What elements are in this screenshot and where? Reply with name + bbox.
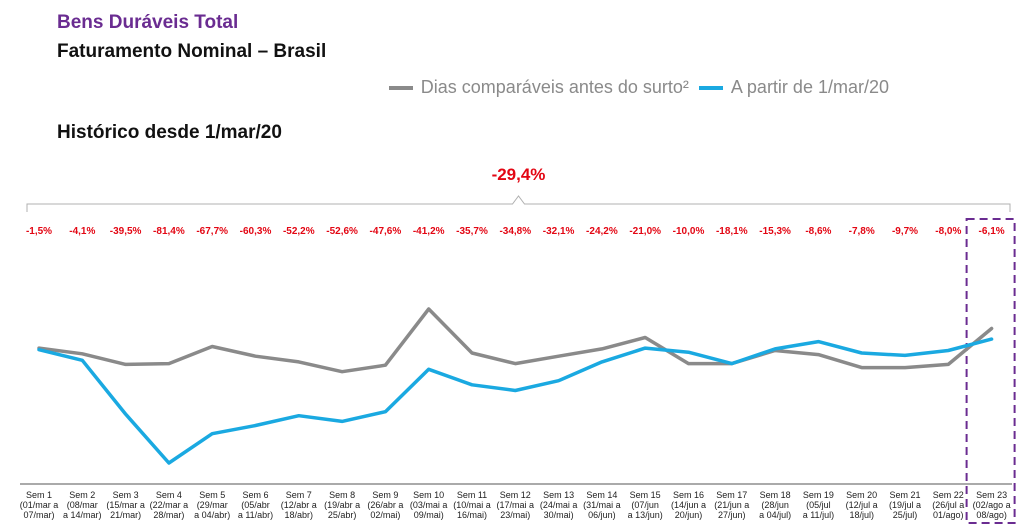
highlight-box: [965, 218, 1016, 524]
x-tick-labels: Sem 1 (01/mar a 07/mar)Sem 2 (08/mar a 14/ma…: [20, 490, 1011, 520]
x-tick-label: Sem 8 (19/abr a 25/abr): [324, 490, 360, 520]
x-tick-label: Sem 13 (24/mai a 30/mai): [540, 490, 578, 520]
x-tick-label: Sem 5 (29/mar a 04/abr): [194, 490, 230, 520]
change-label: -67,7%: [196, 226, 228, 237]
change-label: -81,4%: [153, 226, 185, 237]
legend-label-current: A partir de 1/mar/20: [730, 77, 889, 97]
x-tick-label: Sem 1 (01/mar a 07/mar): [20, 490, 59, 520]
x-tick-label: Sem 14 (31/mai a 06/jun): [583, 490, 621, 520]
change-label: -1,5%: [26, 226, 52, 237]
change-label: -34,8%: [499, 226, 531, 237]
change-label: -52,6%: [326, 226, 358, 237]
legend-swatch-current: [698, 85, 723, 90]
legend: Dias comparáveis antes do surto² A parti…: [388, 77, 889, 98]
change-label: -47,6%: [370, 226, 402, 237]
x-tick-label: Sem 10 (03/mai a 09/mai): [410, 490, 448, 520]
x-tick-label: Sem 18 (28/jun a 04/jul): [759, 490, 791, 520]
x-tick-label: Sem 6 (05/abr a 11/abr): [238, 490, 273, 520]
series-line-current: [37, 337, 994, 465]
x-tick-label: Sem 2 (08/mar a 14/mar): [63, 490, 102, 520]
change-label: -15,3%: [759, 226, 791, 237]
change-label: -4,1%: [69, 226, 95, 237]
change-label: -8,6%: [805, 226, 831, 237]
change-label: -60,3%: [240, 226, 272, 237]
x-tick-label: Sem 20 (12/jul a 18/jul): [846, 490, 878, 520]
change-label: -52,2%: [283, 226, 315, 237]
change-label: -7,8%: [849, 226, 875, 237]
x-tick-label: Sem 23 (02/ago a 08/ago): [973, 490, 1011, 520]
x-tick-label: Sem 9 (26/abr a 02/mai): [367, 490, 403, 520]
x-tick-label: Sem 19 (05/jul a 11/jul): [803, 490, 834, 520]
change-label: -21,0%: [629, 226, 661, 237]
x-tick-label: Sem 11 (10/mai a 16/mai): [453, 490, 491, 520]
change-label: -41,2%: [413, 226, 445, 237]
section-title: Histórico desde 1/mar/20: [57, 122, 282, 143]
legend-label-baseline: Dias comparáveis antes do surto²: [420, 77, 689, 97]
x-tick-label: Sem 3 (15/mar a 21/mar): [106, 490, 145, 520]
change-label: -8,0%: [935, 226, 961, 237]
legend-item-current: A partir de 1/mar/20: [698, 77, 889, 98]
x-tick-label: Sem 15 (07/jun a 13/jun): [628, 490, 663, 520]
x-tick-label: Sem 17 (21/jun a 27/jun): [714, 490, 749, 520]
chart-title: Bens Duráveis Total: [57, 12, 239, 33]
x-tick-label: Sem 4 (22/mar a 28/mar): [150, 490, 189, 520]
change-label: -10,0%: [673, 226, 705, 237]
x-tick-label: Sem 12 (17/mai a 23/mai): [497, 490, 535, 520]
chart-subtitle: Faturamento Nominal – Brasil: [57, 41, 327, 62]
change-label: -9,7%: [892, 226, 918, 237]
change-label: -18,1%: [716, 226, 748, 237]
series-line-baseline: [37, 307, 994, 374]
x-tick-label: Sem 7 (12/abr a 18/abr): [281, 490, 317, 520]
x-tick-label: Sem 16 (14/jun a 20/jun): [671, 490, 706, 520]
x-tick-label: Sem 21 (19/jul a 25/jul): [889, 490, 921, 520]
x-tick-label: Sem 22 (26/jul a 01/ago): [932, 490, 964, 520]
change-labels: -1,5% -4,1% -39,5% -81,4% -67,7% -60,3% -52,2%…: [26, 226, 1005, 237]
change-label: -6,1%: [979, 226, 1005, 237]
legend-swatch-baseline: [388, 85, 413, 90]
series-layer: [37, 307, 994, 465]
total-change-label: -29,4%: [492, 165, 546, 184]
change-label: -35,7%: [456, 226, 488, 237]
change-label: -32,1%: [543, 226, 575, 237]
change-label: -24,2%: [586, 226, 618, 237]
total-brace: [26, 195, 1011, 212]
change-label: -39,5%: [110, 226, 142, 237]
legend-item-baseline: Dias comparáveis antes do surto²: [388, 77, 689, 98]
